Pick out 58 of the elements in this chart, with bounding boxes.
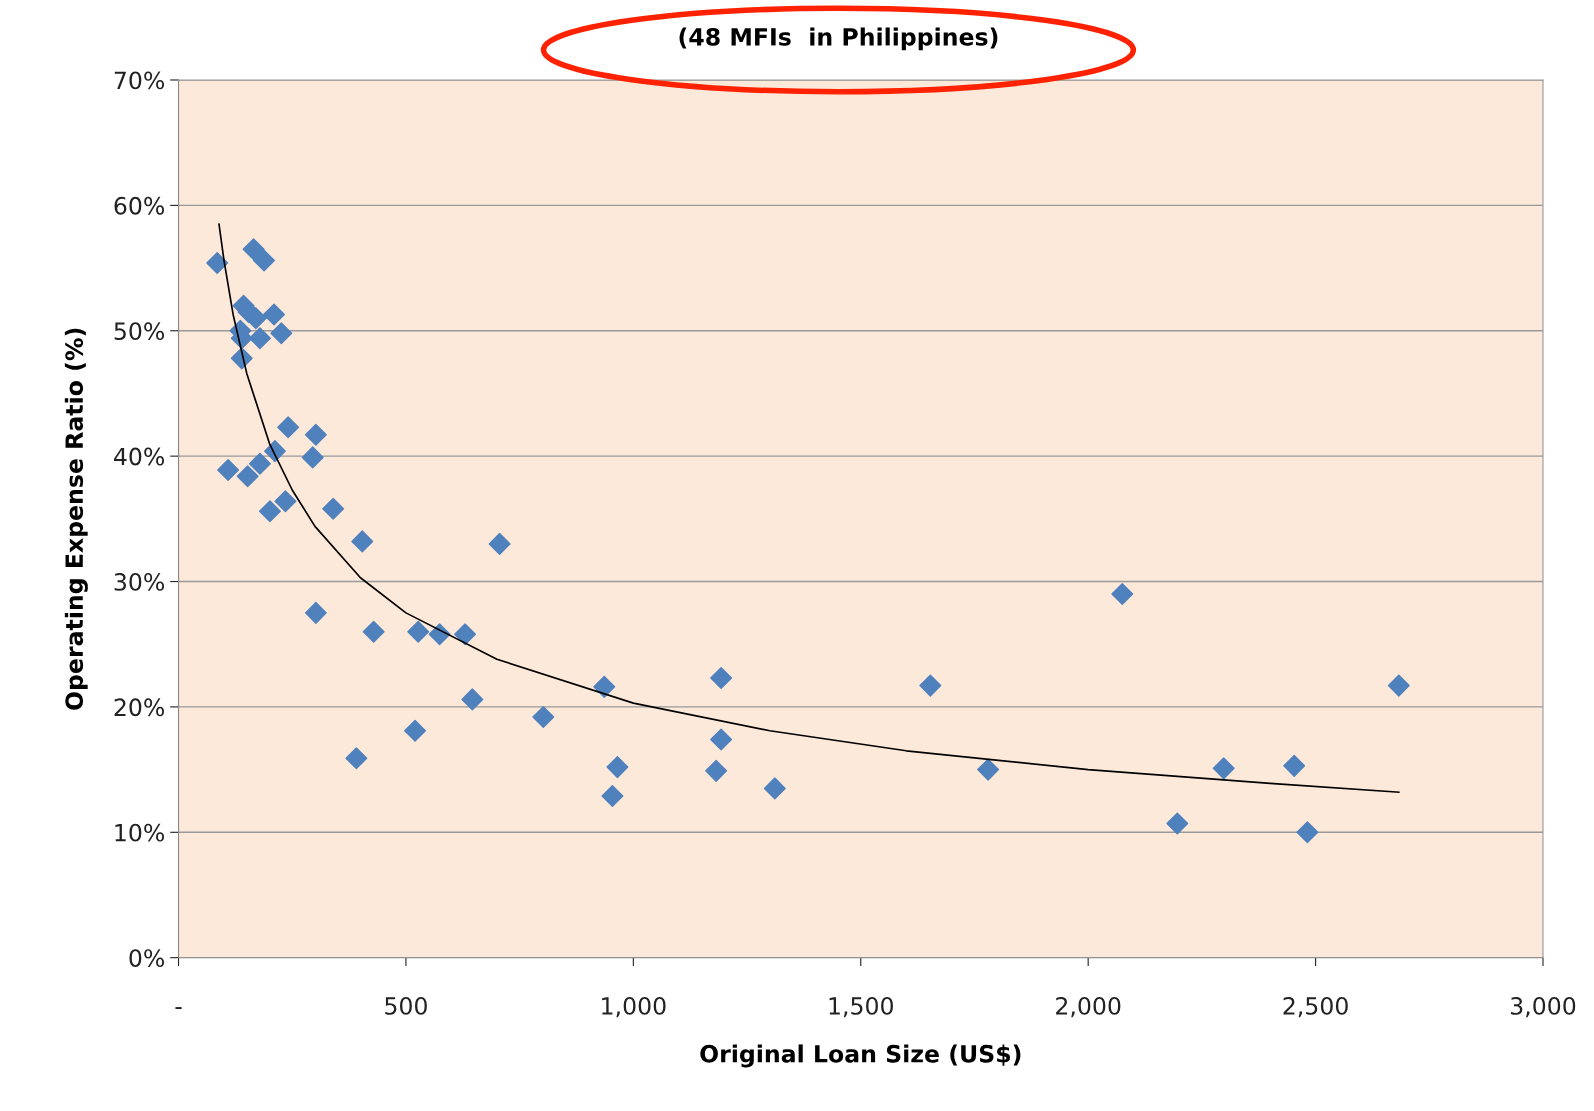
point <box>263 303 286 326</box>
y-tick-label: 0% <box>129 949 165 967</box>
point <box>322 497 345 520</box>
point <box>345 747 368 770</box>
point <box>1212 757 1235 780</box>
y-tick-label: 30% <box>114 572 165 591</box>
point <box>705 759 728 782</box>
point <box>1166 812 1189 835</box>
x-tick-label: 500 <box>385 996 427 1015</box>
point <box>1111 583 1134 606</box>
point <box>217 458 240 481</box>
point <box>601 784 624 807</box>
point <box>593 675 616 698</box>
point <box>236 465 259 488</box>
point <box>301 446 324 469</box>
point <box>362 620 385 643</box>
y-tick-label: 10% <box>115 823 165 842</box>
point <box>404 719 427 742</box>
point <box>919 674 942 697</box>
y-tick-label: 40% <box>114 447 165 466</box>
point <box>1387 674 1410 697</box>
point <box>274 490 297 513</box>
point <box>977 758 1000 781</box>
x-tick-label: 1,500 <box>829 996 893 1018</box>
point <box>407 620 430 643</box>
point <box>304 601 327 624</box>
y-tick-label: 20% <box>114 698 165 717</box>
x-tick-label: 1,000 <box>602 996 666 1018</box>
x-tick-label: 2,500 <box>1283 996 1348 1018</box>
point <box>454 623 477 646</box>
point <box>248 452 271 475</box>
point <box>488 532 511 555</box>
point <box>606 756 629 779</box>
point <box>270 322 293 345</box>
point <box>710 667 733 690</box>
point <box>304 423 327 446</box>
x-tick-label: - <box>175 1007 182 1009</box>
y-axis-title: Operating Expense Ratio (%) <box>64 328 88 710</box>
point <box>258 500 281 523</box>
x-tick-label: 3,000 <box>1511 996 1576 1018</box>
y-tick-label: 70% <box>114 71 165 90</box>
point <box>277 416 300 439</box>
point <box>710 728 733 751</box>
x-tick-label: 2,000 <box>1056 996 1121 1018</box>
point <box>1283 754 1306 777</box>
point <box>1296 821 1319 844</box>
point <box>242 238 265 261</box>
point <box>532 705 555 728</box>
y-tick-label: 60% <box>114 196 165 215</box>
chart-subtitle: (48 MFIs in Philippines) <box>679 27 998 51</box>
point <box>206 252 229 275</box>
point <box>248 327 271 350</box>
point <box>351 530 374 553</box>
point <box>763 777 786 800</box>
point <box>253 249 276 272</box>
x-axis-title: Original Loan Size (US$) <box>700 1044 1021 1068</box>
y-tick-label: 50% <box>114 322 165 341</box>
point <box>461 688 484 711</box>
